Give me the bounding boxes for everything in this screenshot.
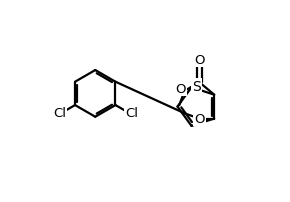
Text: O: O (175, 83, 186, 96)
Text: O: O (194, 54, 205, 66)
Text: Cl: Cl (125, 106, 138, 120)
Text: O: O (194, 113, 205, 125)
Text: S: S (192, 80, 201, 94)
Text: Cl: Cl (53, 106, 66, 119)
